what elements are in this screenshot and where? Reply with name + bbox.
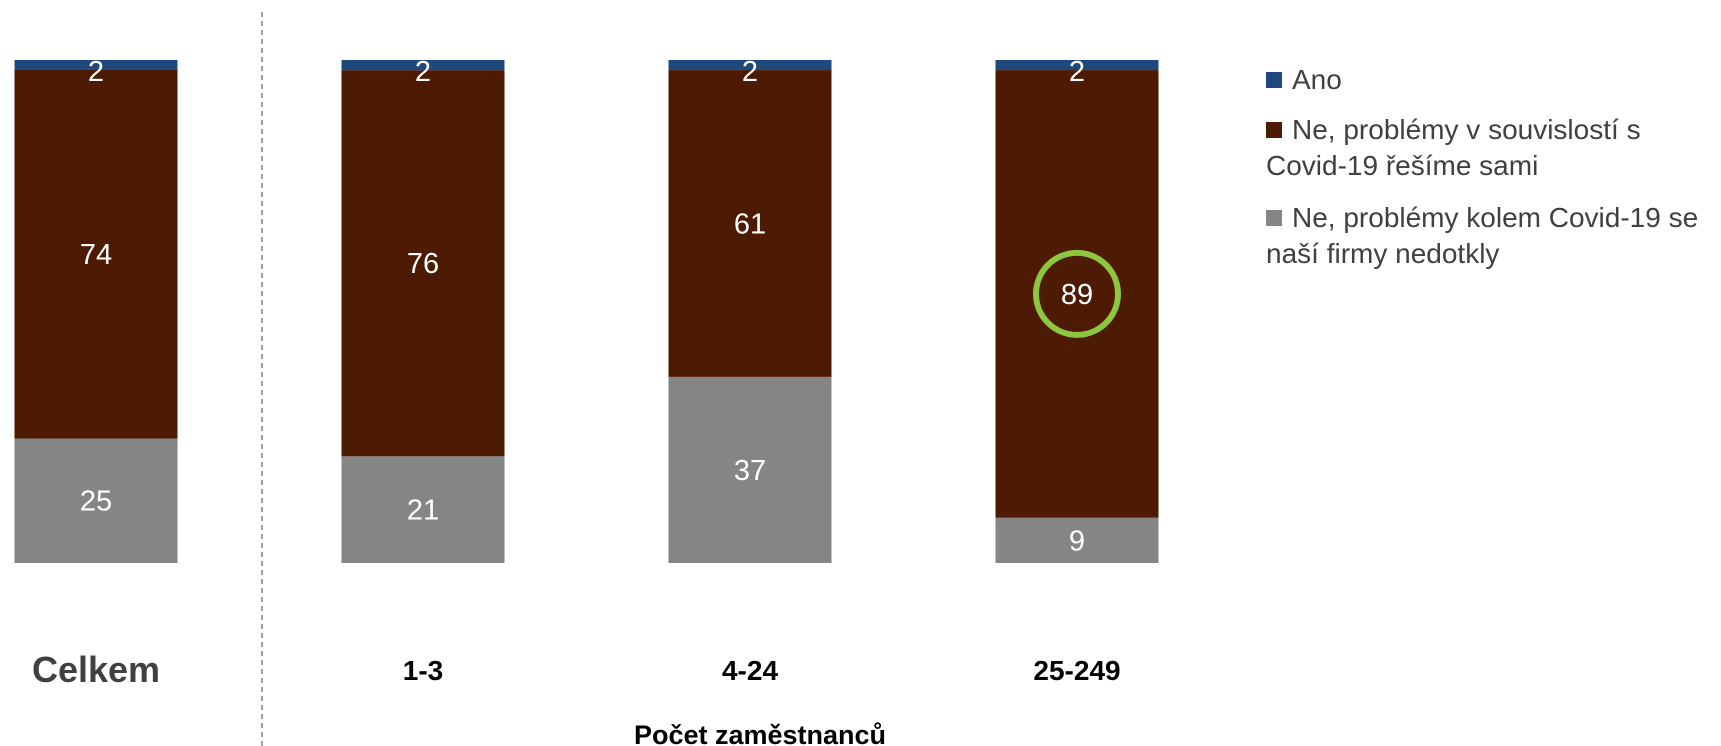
- bar-data-label: 9: [1069, 525, 1085, 557]
- legend-label: Ne, problémy v souvislostí s Covid-19 ře…: [1266, 114, 1641, 181]
- legend: Ano Ne, problémy v souvislostí s Covid-1…: [1266, 62, 1716, 286]
- bar-segment: [668, 70, 832, 377]
- category-labels-layer: Celkem 1-3 4-24 25-249: [32, 649, 1121, 690]
- bar-data-label: 2: [1069, 56, 1085, 88]
- bar-segment: [995, 70, 1159, 518]
- bar-labels-layer: 25 74 2 21 76 2 37 61 2 9 89 2: [80, 56, 1121, 557]
- legend-item-nedotkly: Ne, problémy kolem Covid-19 se naší firm…: [1266, 200, 1716, 272]
- bar-segment: [14, 438, 178, 563]
- bar-segment: [341, 456, 505, 563]
- legend-swatch: [1266, 72, 1282, 88]
- legend-label: Ne, problémy kolem Covid-19 se naší firm…: [1266, 202, 1699, 269]
- bars-layer: [14, 60, 1159, 563]
- bar-segment: [995, 60, 1159, 71]
- highlight-circle: [1033, 249, 1121, 338]
- legend-item-resime-sami: Ne, problémy v souvislostí s Covid-19 ře…: [1266, 112, 1716, 184]
- category-label: 1-3: [403, 655, 443, 686]
- bar-data-label: 74: [80, 239, 112, 271]
- bar-data-label: 2: [88, 56, 104, 88]
- category-label: 25-249: [1033, 655, 1120, 686]
- bar-segment: [14, 60, 178, 70]
- bar-data-label: 37: [734, 455, 766, 487]
- bar-segment: [14, 69, 178, 439]
- bar-data-label: 2: [742, 56, 758, 88]
- bar-data-label: 2: [415, 56, 431, 88]
- bar-data-label: 21: [407, 495, 439, 527]
- bar-segment: [668, 60, 832, 71]
- x-axis-title: Počet zaměstnanců: [634, 720, 886, 746]
- bar-segment: [668, 376, 832, 563]
- bar-data-label: 25: [80, 486, 112, 518]
- legend-swatch: [1266, 210, 1282, 226]
- bar-data-label: 89: [1061, 279, 1093, 311]
- bar-segment: [995, 517, 1159, 563]
- legend-label: Ano: [1292, 64, 1342, 95]
- legend-item-ano: Ano: [1266, 62, 1716, 98]
- category-label: Celkem: [32, 649, 160, 690]
- bar-data-label: 61: [734, 208, 766, 240]
- category-label: 4-24: [722, 655, 778, 686]
- bar-segment: [341, 70, 505, 457]
- bar-data-label: 76: [407, 248, 439, 280]
- legend-swatch: [1266, 122, 1282, 138]
- bar-segment: [341, 60, 505, 71]
